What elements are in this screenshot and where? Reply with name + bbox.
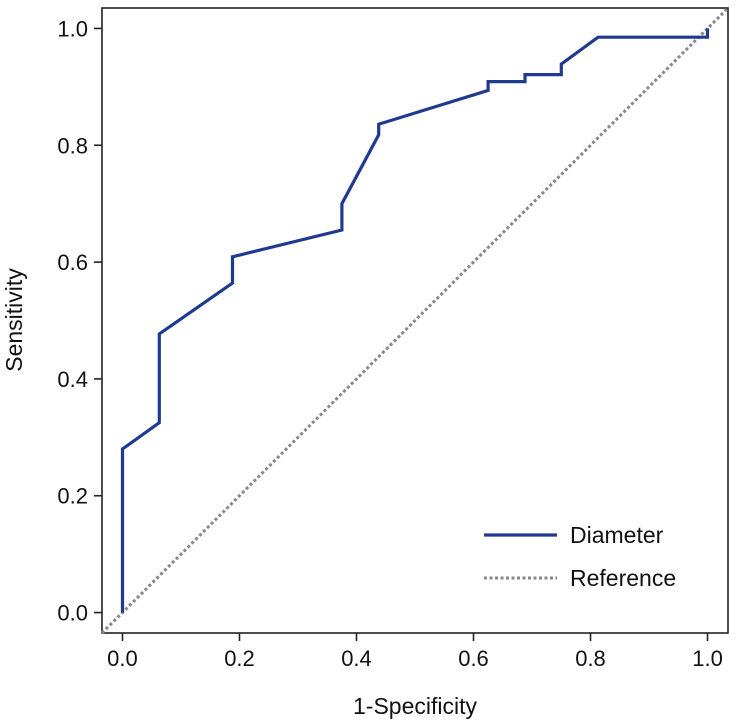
series-layer: [100, 6, 730, 635]
y-tick-label: 0.8: [57, 133, 88, 158]
x-tick-label: 0.4: [341, 646, 372, 671]
y-tick-label: 0.6: [57, 250, 88, 275]
x-tick-label: 0.8: [575, 646, 606, 671]
y-axis-ticks: 0.0 0.2 0.4 0.6 0.8 1.0: [57, 16, 102, 626]
x-tick-label: 0.0: [107, 646, 138, 671]
x-tick-label: 1.0: [692, 646, 723, 671]
y-tick-label: 0.2: [57, 484, 88, 509]
y-tick-label: 1.0: [57, 16, 88, 41]
x-axis-ticks: 0.0 0.2 0.4 0.6 0.8 1.0: [107, 633, 723, 671]
y-tick-label: 0.4: [57, 367, 88, 392]
y-tick-label: 0.0: [57, 601, 88, 626]
series-line-diameter: [120, 28, 710, 613]
legend-label-diameter: Diameter: [570, 522, 664, 548]
x-axis-title: 1-Specificity: [353, 693, 477, 719]
series-line-reference: [100, 6, 730, 635]
x-tick-label: 0.2: [224, 646, 255, 671]
legend: Diameter Reference: [484, 522, 676, 591]
plot-frame: [101, 7, 729, 634]
y-axis-title: Sensitivity: [1, 268, 27, 372]
x-tick-label: 0.6: [458, 646, 489, 671]
legend-label-reference: Reference: [570, 565, 676, 591]
